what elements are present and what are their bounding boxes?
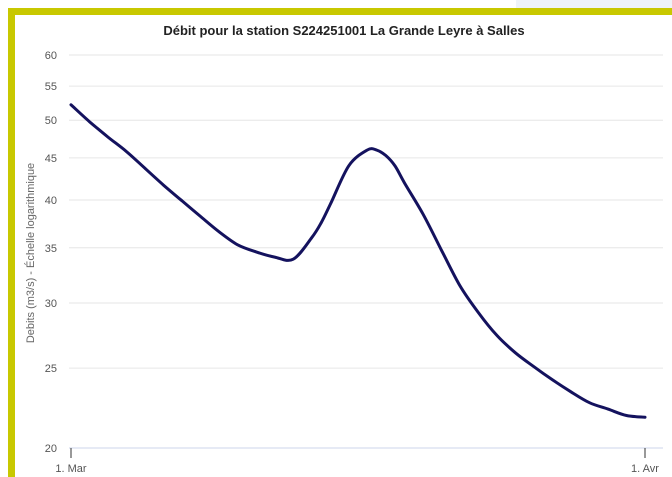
frame-top-border bbox=[8, 8, 672, 15]
grid-lines bbox=[69, 54, 663, 369]
y-tick-label: 55 bbox=[45, 81, 57, 93]
y-tick-label: 20 bbox=[45, 443, 57, 455]
y-tick-label: 45 bbox=[45, 153, 57, 165]
series-line bbox=[69, 103, 647, 419]
y-tick-label: 40 bbox=[45, 195, 57, 207]
y-tick-label: 60 bbox=[45, 50, 57, 62]
y-tick-label: 30 bbox=[45, 298, 57, 310]
y-tick-label: 50 bbox=[45, 115, 57, 127]
y-tick-label: 25 bbox=[45, 363, 57, 375]
frame-left-border bbox=[8, 8, 15, 477]
y-axis-label: Debits (m3/s) - Échelle logarithmique bbox=[24, 163, 37, 343]
y-tick-label: 35 bbox=[45, 243, 57, 255]
x-tick-label: 1. Mar bbox=[55, 463, 87, 475]
x-tick-label: 1. Avr bbox=[631, 463, 659, 475]
y-tick-labels: 20 25 30 35 40 45 50 55 60 bbox=[45, 50, 57, 455]
x-ticks: 1. Mar 1. Avr bbox=[55, 448, 659, 475]
chart-title: Débit pour la station S224251001 La Gran… bbox=[163, 23, 524, 38]
